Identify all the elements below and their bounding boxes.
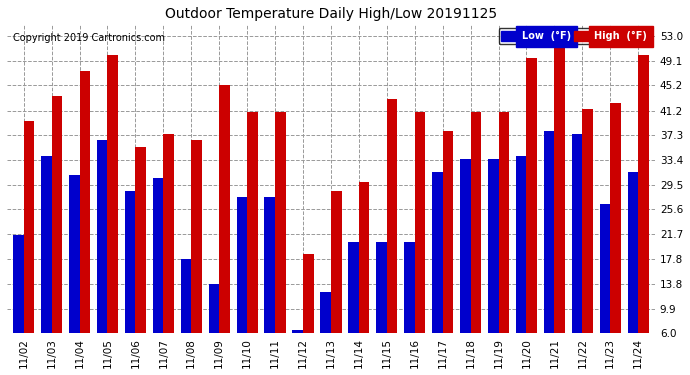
Bar — [108, 55, 118, 333]
Bar — [275, 112, 286, 333]
Bar — [460, 159, 471, 333]
Bar — [41, 156, 52, 333]
Bar — [125, 191, 135, 333]
Bar — [13, 235, 23, 333]
Bar — [638, 55, 649, 333]
Bar — [237, 197, 247, 333]
Bar — [69, 175, 79, 333]
Bar — [97, 140, 108, 333]
Bar — [554, 36, 565, 333]
Bar — [443, 131, 453, 333]
Bar — [359, 182, 369, 333]
Bar — [320, 292, 331, 333]
Bar — [415, 112, 425, 333]
Bar — [181, 259, 191, 333]
Bar — [516, 156, 526, 333]
Bar — [293, 330, 303, 333]
Bar — [471, 112, 481, 333]
Bar — [208, 284, 219, 333]
Bar — [79, 71, 90, 333]
Bar — [247, 112, 258, 333]
Bar — [331, 191, 342, 333]
Bar — [152, 178, 164, 333]
Bar — [191, 140, 202, 333]
Bar — [488, 159, 499, 333]
Bar — [572, 134, 582, 333]
Bar — [52, 96, 62, 333]
Bar — [264, 197, 275, 333]
Bar — [303, 254, 314, 333]
Text: Copyright 2019 Cartronics.com: Copyright 2019 Cartronics.com — [13, 33, 166, 43]
Bar — [23, 122, 34, 333]
Legend: Low  (°F), High  (°F): Low (°F), High (°F) — [498, 28, 650, 44]
Bar — [526, 58, 537, 333]
Title: Outdoor Temperature Daily High/Low 20191125: Outdoor Temperature Daily High/Low 20191… — [165, 7, 497, 21]
Bar — [544, 131, 554, 333]
Bar — [582, 109, 593, 333]
Bar — [387, 99, 397, 333]
Bar — [432, 172, 443, 333]
Bar — [628, 172, 638, 333]
Bar — [135, 147, 146, 333]
Bar — [164, 134, 174, 333]
Bar — [219, 85, 230, 333]
Bar — [404, 242, 415, 333]
Bar — [499, 112, 509, 333]
Bar — [376, 242, 387, 333]
Bar — [348, 242, 359, 333]
Bar — [600, 204, 610, 333]
Bar — [610, 102, 621, 333]
